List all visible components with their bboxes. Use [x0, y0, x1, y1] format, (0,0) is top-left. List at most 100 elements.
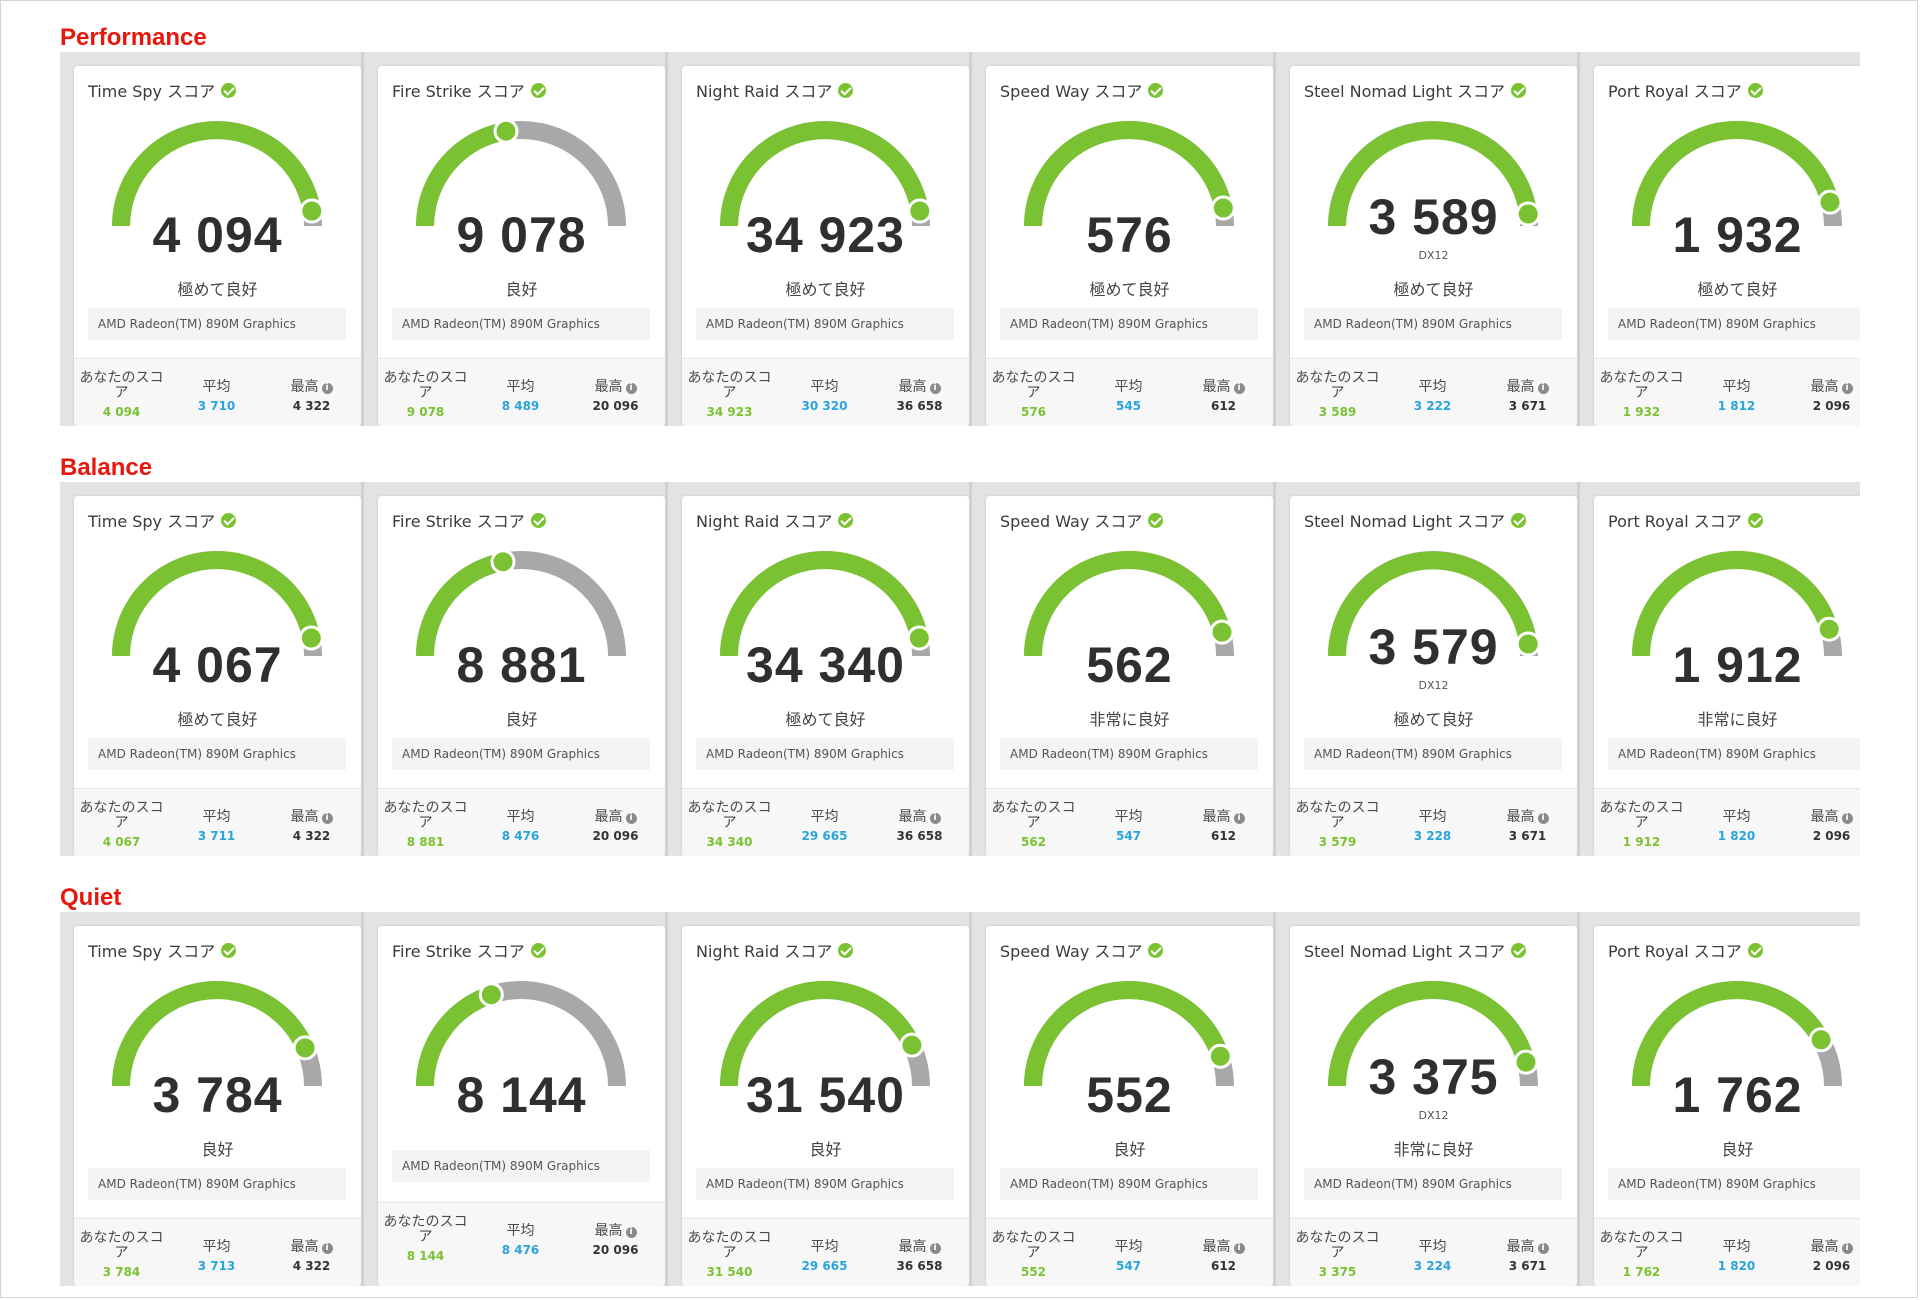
score-card[interactable]: Time Spy スコア 4 094 極めて良好 AMD Radeon(TM) … — [74, 66, 361, 426]
average-value: 30 320 — [801, 399, 848, 413]
score-gauge — [1024, 980, 1234, 1087]
max-stat[interactable]: 最高 i 4 322 — [264, 379, 359, 413]
score-card[interactable]: Fire Strike スコア 8 881 良好 AMD Radeon(TM) … — [378, 496, 665, 856]
score-card[interactable]: Night Raid スコア 34 923 極めて良好 AMD Radeon(T… — [682, 66, 969, 426]
info-icon[interactable]: i — [1233, 1243, 1245, 1254]
score-gauge — [720, 121, 933, 227]
info-icon[interactable]: i — [625, 383, 637, 394]
average-label: 平均 — [506, 1223, 535, 1239]
max-stat[interactable]: 最高 i 3 671 — [1480, 379, 1575, 413]
card-title: Night Raid スコア — [696, 78, 854, 102]
gpu-name: AMD Radeon(TM) 890M Graphics — [1304, 1168, 1562, 1200]
max-stat[interactable]: 最高 i 2 096 — [1784, 1239, 1860, 1273]
score-card[interactable]: Fire Strike スコア 9 078 良好 AMD Radeon(TM) … — [378, 66, 665, 426]
max-stat[interactable]: 最高 i 36 658 — [872, 379, 967, 413]
score-card[interactable]: Night Raid スコア 31 540 良好 AMD Radeon(TM) … — [682, 926, 969, 1286]
info-icon[interactable]: i — [1537, 1243, 1549, 1254]
score-card[interactable]: Night Raid スコア 34 340 極めて良好 AMD Radeon(T… — [682, 496, 969, 856]
score-value: 34 923 — [746, 207, 905, 263]
score-card[interactable]: Steel Nomad Light スコア 3 375 DX12 非常に良好 A… — [1290, 926, 1577, 1286]
max-value: 612 — [1210, 399, 1237, 413]
score-value: 562 — [1086, 637, 1173, 693]
max-stat[interactable]: 最高 i 36 658 — [872, 809, 967, 843]
score-card[interactable]: Speed Way スコア 562 非常に良好 AMD Radeon(TM) 8… — [986, 496, 1273, 856]
check-icon — [838, 82, 854, 98]
average-stat: 平均 29 665 — [777, 809, 872, 843]
average-stat: 平均 547 — [1081, 809, 1176, 843]
info-icon[interactable]: i — [1537, 813, 1549, 824]
score-card-slot: Time Spy スコア 4 094 極めて良好 AMD Radeon(TM) … — [60, 52, 361, 426]
score-card[interactable]: Time Spy スコア 4 067 極めて良好 AMD Radeon(TM) … — [74, 496, 361, 856]
max-stat[interactable]: 最高 i 2 096 — [1784, 809, 1860, 843]
check-icon — [1511, 512, 1527, 528]
max-stat[interactable]: 最高 i 612 — [1176, 809, 1271, 843]
benchmark-name: Speed Way スコア — [1000, 942, 1143, 961]
score-card-slot: Port Royal スコア 1 762 良好 AMD Radeon(TM) 8… — [1577, 912, 1860, 1286]
average-label: 平均 — [1418, 809, 1447, 825]
gpu-name: AMD Radeon(TM) 890M Graphics — [88, 1168, 346, 1200]
score-card[interactable]: Steel Nomad Light スコア 3 579 DX12 極めて良好 A… — [1290, 496, 1577, 856]
info-icon[interactable]: i — [1537, 383, 1549, 394]
score-value: 3 589 — [1368, 189, 1499, 245]
benchmark-name: Night Raid スコア — [696, 942, 833, 961]
info-icon[interactable]: i — [1841, 813, 1853, 824]
info-icon[interactable]: i — [625, 813, 637, 824]
your-score-label: あなたのスコア — [991, 370, 1076, 401]
card-title: Time Spy スコア — [88, 938, 237, 962]
info-icon[interactable]: i — [929, 813, 941, 824]
gpu-name: AMD Radeon(TM) 890M Graphics — [696, 1168, 954, 1200]
max-stat[interactable]: 最高 i 612 — [1176, 1239, 1271, 1273]
your-score-label: あなたのスコア — [1295, 370, 1380, 401]
score-card[interactable]: Time Spy スコア 3 784 良好 AMD Radeon(TM) 890… — [74, 926, 361, 1286]
average-value: 8 489 — [501, 399, 540, 413]
score-card[interactable]: Fire Strike スコア 8 144 AMD Radeon(TM) 890… — [378, 926, 665, 1286]
score-value: 8 144 — [456, 1067, 587, 1123]
max-stat[interactable]: 最高 i 612 — [1176, 379, 1271, 413]
score-stats: あなたのスコア 4 094 平均 3 710 最高 i 4 322 — [74, 358, 361, 426]
score-card[interactable]: Speed Way スコア 552 良好 AMD Radeon(TM) 890M… — [986, 926, 1273, 1286]
max-stat[interactable]: 最高 i 3 671 — [1480, 1239, 1575, 1273]
score-card[interactable]: Port Royal スコア 1 762 良好 AMD Radeon(TM) 8… — [1594, 926, 1860, 1286]
score-card[interactable]: Steel Nomad Light スコア 3 589 DX12 極めて良好 A… — [1290, 66, 1577, 426]
info-icon[interactable]: i — [1841, 1243, 1853, 1254]
max-value: 20 096 — [592, 829, 639, 843]
score-card[interactable]: Port Royal スコア 1 932 極めて良好 AMD Radeon(TM… — [1594, 66, 1860, 426]
info-icon[interactable]: i — [321, 383, 333, 394]
max-stat[interactable]: 最高 i 36 658 — [872, 1239, 967, 1273]
gauge-fill — [112, 551, 321, 657]
info-icon[interactable]: i — [1233, 813, 1245, 824]
score-stats: あなたのスコア 31 540 平均 29 665 最高 i 36 658 — [682, 1218, 969, 1286]
max-stat[interactable]: 最高 i 20 096 — [568, 809, 663, 843]
benchmark-name: Fire Strike スコア — [392, 512, 525, 531]
score-card[interactable]: Speed Way スコア 576 極めて良好 AMD Radeon(TM) 8… — [986, 66, 1273, 426]
score-card-slot: Night Raid スコア 34 923 極めて良好 AMD Radeon(T… — [665, 52, 969, 426]
max-value: 20 096 — [592, 1243, 639, 1257]
max-stat[interactable]: 最高 i 20 096 — [568, 379, 663, 413]
max-stat[interactable]: 最高 i 4 322 — [264, 1239, 359, 1273]
check-icon — [1511, 942, 1527, 958]
info-icon[interactable]: i — [1841, 383, 1853, 394]
average-value: 3 713 — [197, 1259, 236, 1273]
your-score-stat: あなたのスコア 576 — [986, 370, 1081, 420]
max-stat[interactable]: 最高 i 2 096 — [1784, 379, 1860, 413]
score-value: 1 762 — [1672, 1067, 1803, 1123]
info-icon[interactable]: i — [929, 1243, 941, 1254]
gauge-marker — [1513, 1049, 1539, 1075]
gpu-name: AMD Radeon(TM) 890M Graphics — [392, 1150, 650, 1182]
info-icon[interactable]: i — [625, 1227, 637, 1238]
info-icon[interactable]: i — [321, 1243, 333, 1254]
info-icon[interactable]: i — [929, 383, 941, 394]
max-stat[interactable]: 最高 i 3 671 — [1480, 809, 1575, 843]
max-stat[interactable]: 最高 i 4 322 — [264, 809, 359, 843]
info-icon[interactable]: i — [321, 813, 333, 824]
benchmark-name: Fire Strike スコア — [392, 82, 525, 101]
gauge-marker — [490, 549, 516, 575]
max-stat[interactable]: 最高 i 20 096 — [568, 1223, 663, 1257]
info-icon[interactable]: i — [1233, 383, 1245, 394]
card-strip: Time Spy スコア 4 067 極めて良好 AMD Radeon(TM) … — [60, 482, 1860, 856]
score-card[interactable]: Port Royal スコア 1 912 非常に良好 AMD Radeon(TM… — [1594, 496, 1860, 856]
average-label: 平均 — [506, 809, 535, 825]
check-icon — [1148, 942, 1164, 958]
gauge-fill — [1632, 120, 1839, 227]
average-stat: 平均 547 — [1081, 1239, 1176, 1273]
